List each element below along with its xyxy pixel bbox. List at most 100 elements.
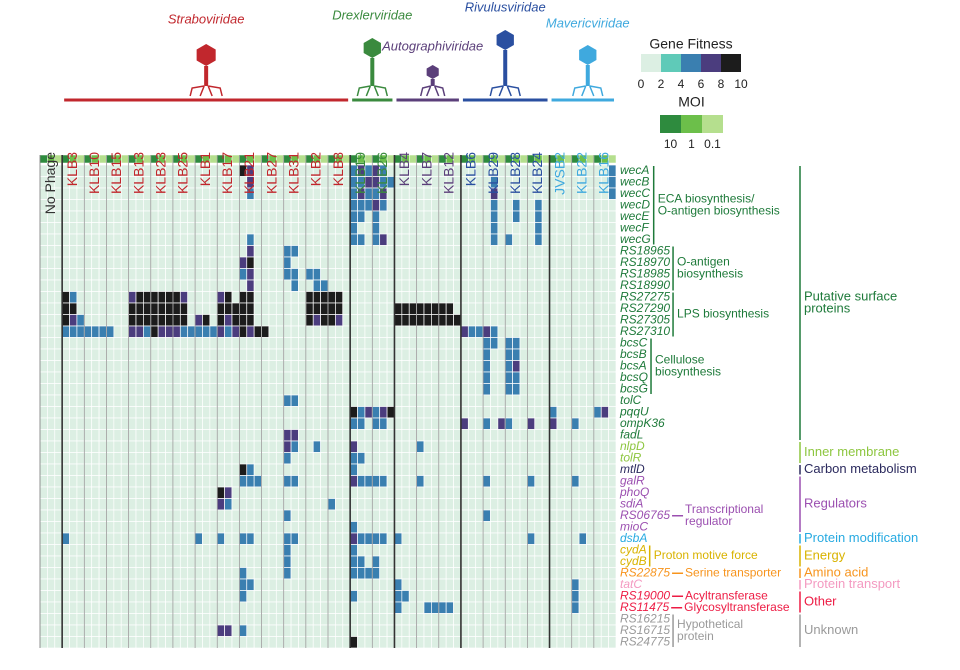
gene-label: phoQ — [619, 485, 649, 499]
heatmap-cell — [504, 279, 513, 292]
heatmap-cell — [83, 567, 93, 580]
heatmap-cell — [106, 314, 115, 327]
heatmap-cell — [187, 279, 196, 292]
heatmap-cell — [438, 567, 447, 580]
heatmap-cell — [106, 452, 115, 465]
heatmap-cell — [416, 371, 425, 384]
heatmap-cell — [534, 325, 543, 338]
heatmap-cell — [106, 578, 115, 591]
heatmap-cell — [364, 429, 373, 442]
heatmap-cell — [268, 452, 277, 465]
heatmap-cell — [216, 498, 225, 511]
heatmap-cell — [608, 394, 617, 407]
heatmap-cell — [54, 279, 63, 292]
legend-tick-label: 6 — [698, 77, 705, 91]
heatmap-cell — [342, 440, 351, 453]
heatmap-cell — [335, 210, 344, 223]
heatmap-cell — [541, 199, 550, 212]
heatmap-cell — [194, 567, 203, 580]
heatmap-cell — [527, 302, 536, 315]
heatmap-cell — [467, 279, 477, 292]
heatmap-cell — [460, 475, 469, 488]
heatmap-cell — [460, 279, 469, 292]
heatmap-cell — [268, 314, 277, 327]
heatmap-cell — [39, 348, 48, 361]
heatmap-cell — [423, 314, 432, 327]
heatmap-cell — [401, 394, 410, 407]
heatmap-cell — [113, 245, 122, 258]
heatmap-cell — [416, 613, 425, 626]
heatmap-cell — [563, 486, 573, 499]
heatmap-cell — [98, 279, 107, 292]
heatmap-cell — [512, 348, 521, 361]
heatmap-cell — [335, 578, 344, 591]
heatmap-cell — [283, 636, 292, 649]
heatmap-cell — [475, 440, 484, 453]
heatmap-cell — [91, 222, 100, 235]
heatmap-cell — [209, 360, 218, 373]
heatmap-cell — [253, 624, 262, 637]
heatmap-cell — [431, 337, 440, 350]
heatmap-cell — [527, 314, 536, 327]
column-label: KLB16 — [596, 152, 612, 194]
heatmap-cell — [475, 210, 484, 223]
heatmap-cell — [83, 337, 93, 350]
phage-icon-tail — [503, 50, 508, 86]
heatmap-cell — [571, 394, 580, 407]
heatmap-cell — [150, 371, 159, 384]
heatmap-cell — [593, 578, 602, 591]
heatmap-cell — [335, 567, 344, 580]
heatmap-cell — [408, 509, 417, 522]
heatmap-cell — [445, 245, 454, 258]
heatmap-cell — [76, 199, 85, 212]
heatmap-cell — [504, 360, 513, 373]
heatmap-cell — [482, 279, 491, 292]
heatmap-cell — [467, 383, 477, 396]
heatmap-cell — [460, 555, 469, 568]
heatmap-cell — [47, 578, 56, 591]
heatmap-cell — [497, 406, 506, 419]
heatmap-cell — [445, 222, 454, 235]
heatmap-cell — [600, 302, 609, 315]
heatmap-cell — [467, 417, 477, 430]
heatmap-cell — [128, 452, 137, 465]
heatmap-cell — [224, 567, 233, 580]
heatmap-cell — [165, 268, 174, 281]
heatmap-cell — [497, 601, 506, 614]
heatmap-cell — [54, 348, 63, 361]
heatmap-cell — [253, 567, 262, 580]
heatmap-cell — [453, 429, 462, 442]
heatmap-cell — [135, 555, 144, 568]
heatmap-cell — [371, 544, 381, 557]
heatmap-cell — [209, 268, 218, 281]
heatmap-cell — [69, 521, 78, 534]
heatmap-cell — [438, 360, 447, 373]
heatmap-cell — [202, 498, 211, 511]
heatmap-cell — [431, 532, 440, 545]
heatmap-cell — [268, 636, 277, 649]
heatmap-cell — [298, 222, 307, 235]
heatmap-cell — [364, 245, 373, 258]
heatmap-cell — [527, 325, 536, 338]
heatmap-cell — [305, 222, 314, 235]
heatmap-cell — [106, 567, 115, 580]
heatmap-cell — [69, 406, 78, 419]
heatmap-cell — [571, 360, 580, 373]
heatmap-cell — [401, 337, 410, 350]
heatmap-cell — [512, 578, 521, 591]
heatmap-cell — [460, 452, 469, 465]
heatmap-cell — [231, 360, 240, 373]
heatmap-cell — [453, 245, 462, 258]
heatmap-cell — [401, 256, 410, 269]
heatmap-cell — [268, 475, 277, 488]
heatmap-cell — [179, 463, 189, 476]
heatmap-cell — [497, 337, 506, 350]
heatmap-cell — [98, 475, 107, 488]
heatmap-cell — [150, 268, 159, 281]
heatmap-cell — [298, 348, 307, 361]
heatmap-cell — [61, 199, 70, 212]
heatmap-cell — [320, 532, 329, 545]
heatmap-cell — [120, 325, 129, 338]
heatmap-cell — [172, 348, 181, 361]
heatmap-cell — [541, 521, 550, 534]
